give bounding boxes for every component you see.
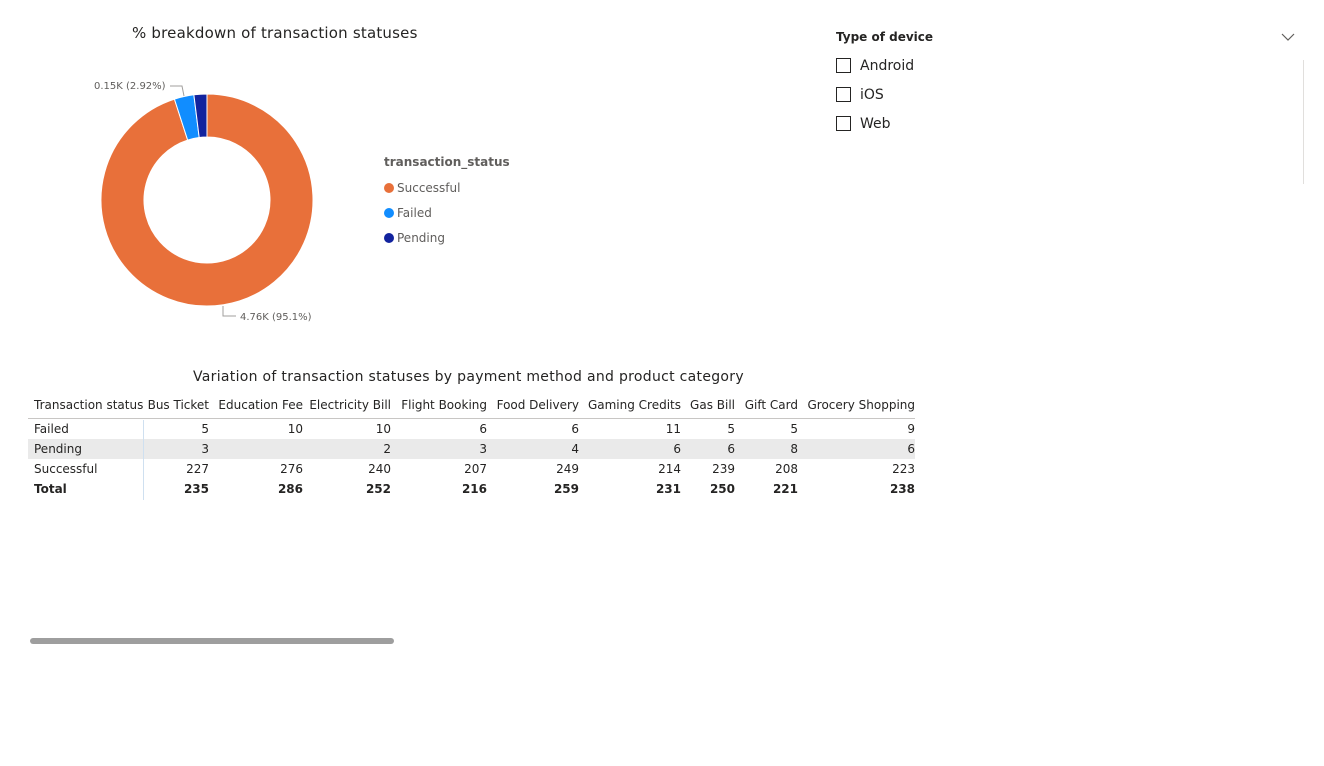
matrix-cell: 221: [772, 482, 798, 496]
donut-legend: transaction_status Successful Failed Pendi…: [384, 155, 510, 250]
matrix-row: Pending 3 2 3 4 6 6 8 6: [28, 439, 915, 459]
matrix-cell: 8: [790, 442, 798, 456]
legend-marker: [384, 232, 394, 243]
slicer-option-label: Web: [860, 115, 891, 132]
matrix-cell: 207: [464, 462, 487, 476]
checkbox[interactable]: [836, 87, 851, 102]
column-header[interactable]: Gaming Credits: [587, 398, 681, 412]
matrix-cell: 227: [186, 462, 209, 476]
column-header[interactable]: Gift Card: [744, 398, 798, 412]
column-header[interactable]: Education Fee: [218, 398, 303, 412]
matrix-cell: 208: [775, 462, 798, 476]
device-type-slicer: Type of device Android iOS Web: [836, 28, 1296, 138]
matrix-row: Failed 5 10 10 6 6 11 5 5 9: [28, 419, 915, 439]
column-header[interactable]: Gas Bill: [690, 398, 735, 412]
matrix-cell: 3: [479, 442, 487, 456]
legend-label: Successful: [397, 180, 461, 195]
matrix-cell: 6: [571, 422, 579, 436]
checkbox[interactable]: [836, 58, 851, 73]
matrix-cell: 5: [727, 422, 735, 436]
matrix-cell: 11: [665, 422, 681, 436]
slicer-scrollbar[interactable]: [1303, 60, 1304, 184]
checkbox[interactable]: [836, 116, 851, 131]
matrix-cell: 238: [889, 482, 915, 496]
matrix-row: Successful 227 276 240 207 249 214 239 208 223: [28, 459, 915, 479]
matrix-cell: 250: [709, 482, 735, 496]
matrix-horizontal-scrollbar[interactable]: [30, 638, 394, 644]
matrix-cell: 6: [727, 442, 735, 456]
column-header[interactable]: Food Delivery: [496, 398, 579, 412]
column-header[interactable]: Transaction status: [34, 398, 144, 412]
donut-slice-pending[interactable]: [193, 93, 208, 139]
legend-label: Failed: [397, 205, 432, 220]
slicer-option-android[interactable]: Android: [836, 51, 1296, 80]
slicer-option-label: iOS: [860, 86, 884, 103]
matrix-cell: 3: [201, 442, 209, 456]
chevron-down-icon[interactable]: [1280, 29, 1296, 45]
matrix-cell: 240: [368, 462, 391, 476]
matrix-cell: 223: [892, 462, 915, 476]
matrix-cell: 6: [907, 442, 915, 456]
matrix-cell: 9: [907, 422, 915, 436]
matrix-cell: 2: [383, 442, 391, 456]
matrix-cell: 235: [183, 482, 209, 496]
matrix-title: Variation of transaction statuses by pay…: [193, 369, 744, 385]
matrix-cell: 6: [479, 422, 487, 436]
matrix-total-row: Total 235 286 252 216 259 231 250 221 238: [28, 479, 915, 499]
matrix-cell: 4: [571, 442, 579, 456]
column-header[interactable]: Bus Ticket: [147, 398, 209, 412]
failed-label-leader: [170, 85, 185, 97]
legend-title: transaction_status: [384, 155, 510, 169]
slicer-option-ios[interactable]: iOS: [836, 80, 1296, 109]
matrix-cell: 5: [790, 422, 798, 436]
legend-marker: [384, 207, 394, 218]
status-matrix: Transaction status Bus Ticket Education Fe…: [28, 392, 915, 499]
slicer-header: Type of device: [836, 28, 1296, 46]
slicer-title: Type of device: [836, 30, 934, 44]
matrix-header-row: Transaction status Bus Ticket Education Fe…: [28, 392, 915, 419]
donut-slice-successful[interactable]: [100, 93, 314, 307]
column-header[interactable]: Flight Booking: [401, 398, 487, 412]
column-header[interactable]: Grocery Shopping: [807, 398, 916, 412]
matrix-cell: 276: [280, 462, 303, 476]
row-header: Pending: [34, 442, 82, 456]
legend-marker: [384, 182, 394, 193]
successful-label-leader: [222, 306, 236, 317]
matrix-cell: 239: [712, 462, 735, 476]
matrix-cell: 252: [365, 482, 391, 496]
matrix-cell: 231: [655, 482, 681, 496]
row-header-divider: [143, 420, 144, 500]
legend-item-pending[interactable]: Pending: [384, 225, 510, 250]
failed-data-label: 0.15K (2.92%): [94, 81, 166, 92]
legend-label: Pending: [397, 230, 445, 245]
slicer-option-label: Android: [860, 57, 915, 74]
legend-item-failed[interactable]: Failed: [384, 200, 510, 225]
matrix-cell: 249: [556, 462, 579, 476]
matrix-cell: 10: [287, 422, 303, 436]
matrix-cell: 216: [461, 482, 487, 496]
row-header: Successful: [34, 462, 98, 476]
matrix-cell: 286: [277, 482, 303, 496]
row-header: Total: [34, 482, 67, 496]
column-header[interactable]: Electricity Bill: [309, 398, 391, 412]
donut-chart: 4.76K (95.1%) 0.15K (2.92%): [94, 81, 314, 323]
row-header: Failed: [34, 422, 69, 436]
matrix-cell: 259: [553, 482, 579, 496]
legend-item-successful[interactable]: Successful: [384, 175, 510, 200]
matrix-cell: 5: [201, 422, 209, 436]
matrix-cell: 6: [673, 442, 681, 456]
matrix-cell: 10: [375, 422, 391, 436]
successful-data-label: 4.76K (95.1%): [240, 312, 312, 323]
slicer-option-web[interactable]: Web: [836, 109, 1296, 138]
donut-chart-title: % breakdown of transaction statuses: [132, 24, 418, 42]
matrix-cell: 214: [658, 462, 681, 476]
